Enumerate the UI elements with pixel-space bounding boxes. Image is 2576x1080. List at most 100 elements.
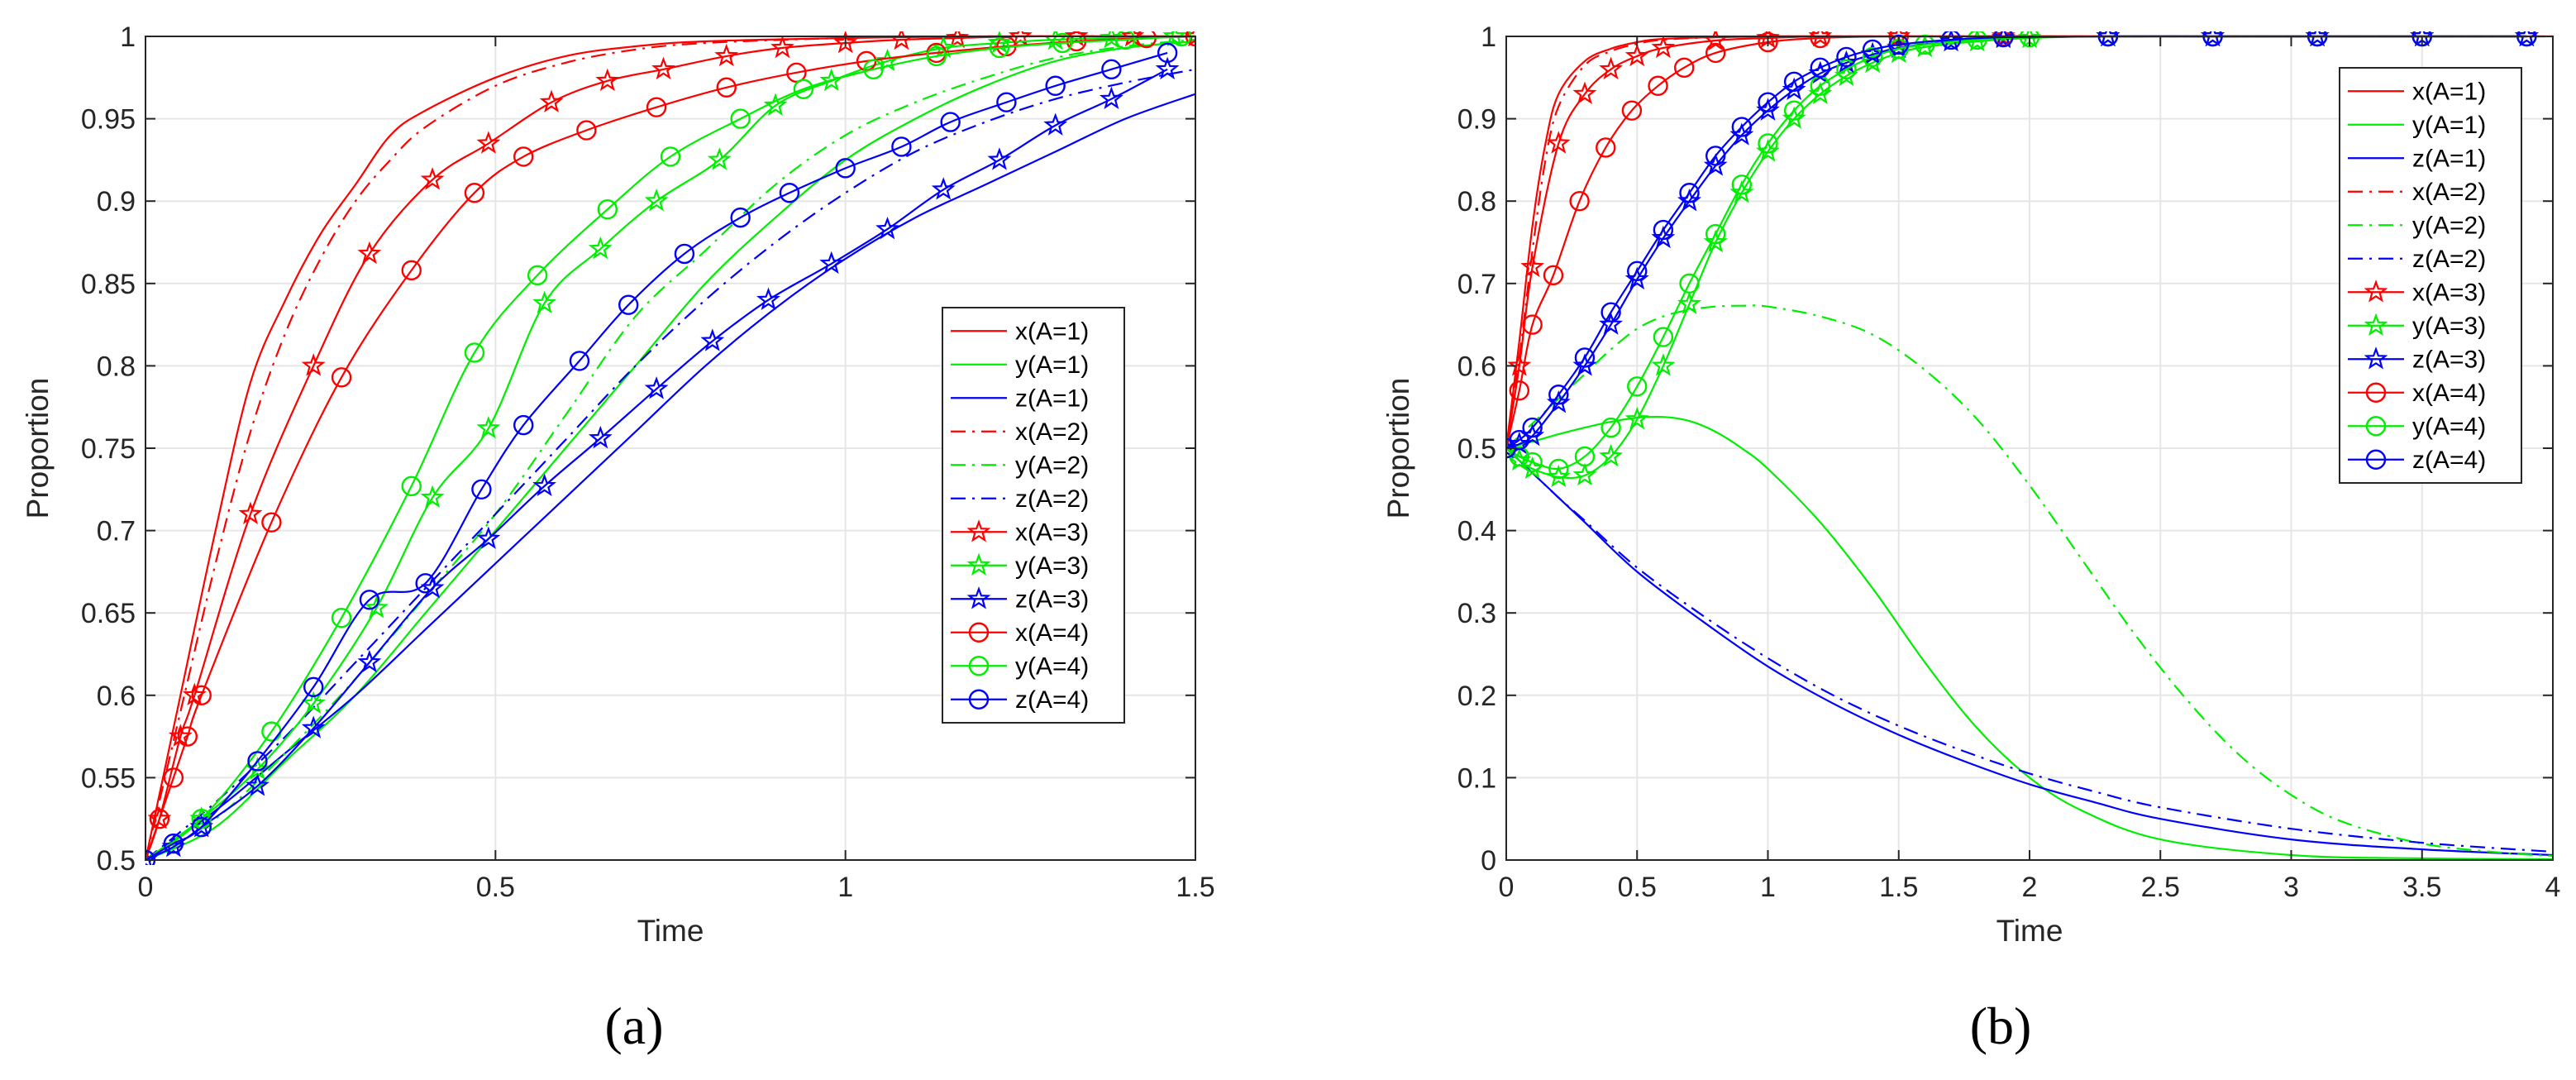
- series-x-a-3-marker: [770, 35, 794, 59]
- series-z-a-4-line: [145, 51, 1168, 861]
- series-y-a-4: [145, 31, 1192, 865]
- series-x-a-4-line: [145, 35, 1195, 861]
- series-x-a-4-marker: [261, 512, 282, 533]
- legend-label: z(A=1): [2412, 145, 2486, 172]
- series-x-a-4-marker: [177, 726, 198, 747]
- series-y-a-4-line: [145, 35, 1182, 861]
- series-z-a-4-marker: [891, 136, 912, 157]
- series-x-a-4-marker: [1569, 190, 1590, 212]
- legend-label: y(A=2): [2412, 212, 2486, 239]
- y-tick-label: 1: [120, 22, 136, 53]
- x-tick-label: 1.5: [1879, 872, 1918, 903]
- series-z-a-4-marker: [1653, 219, 1674, 241]
- series-z-a-3-marker: [1939, 31, 1963, 52]
- legend-label: x(A=3): [2412, 279, 2486, 306]
- series-x-a-4-marker: [331, 367, 352, 388]
- series-x-a-4-marker: [513, 146, 534, 167]
- series-x-a-3-marker: [595, 68, 620, 92]
- series-y-a-3-marker: [1599, 443, 1623, 467]
- series-z-a-3-marker: [588, 425, 613, 449]
- legend-label: y(A=3): [1015, 552, 1089, 580]
- legend-box: [2339, 67, 2522, 484]
- series-z-a-4-marker: [1157, 42, 1178, 64]
- series-z-a-3-marker: [700, 328, 725, 351]
- legend-item: y(A=1): [2348, 112, 2486, 139]
- series-y-a-2-line: [145, 38, 1195, 861]
- series-y-a-4-marker: [401, 475, 422, 497]
- series-x-a-4-marker: [163, 767, 184, 788]
- chart-panel-b: 0 0.5 1 1.5 2 2.5 3 3.5 4 0 0.1 0.2 0.3 0.4 0.5 0.6 0.7 0…: [1381, 22, 2560, 1055]
- legend-label: y(A=4): [2412, 413, 2486, 440]
- series-z-a-4-marker: [1731, 117, 1753, 137]
- series-y-a-4-marker: [1967, 31, 1987, 50]
- series-z-a-4-marker: [1574, 347, 1596, 368]
- series-z-a-4-marker: [1783, 71, 1805, 92]
- series-y-a-4-marker: [597, 198, 618, 220]
- series-z-a-4-marker: [1679, 183, 1700, 203]
- legend-label: y(A=2): [1015, 452, 1089, 479]
- series-y-a-4-marker: [863, 59, 884, 80]
- series-y-a-1: [1506, 415, 2553, 861]
- y-tick-label: 0.9: [1457, 104, 1496, 136]
- series-z-a-4-marker: [471, 479, 492, 499]
- series-z-a-4-marker: [163, 833, 184, 854]
- series-y-a-4-marker: [1574, 446, 1596, 467]
- series-z-a-3-marker: [644, 376, 669, 399]
- series-y-a-2: [145, 38, 1195, 861]
- legend-label: z(A=2): [1015, 485, 1089, 513]
- legend-item: z(A=1): [2348, 145, 2486, 172]
- series-x-a-3-marker: [539, 89, 564, 112]
- series-z-a-4-marker: [359, 590, 380, 610]
- series-x-a-3: [145, 31, 1195, 865]
- series-y-a-4-marker: [1679, 273, 1700, 294]
- y-tick-label: 0.5: [97, 845, 136, 877]
- series-y-a-3-marker: [476, 415, 501, 439]
- series-z-a-3-line: [145, 68, 1168, 861]
- series-z-a-4-marker: [730, 207, 751, 228]
- y-tick-label: 0: [1481, 845, 1496, 877]
- series-z-a-3-marker: [1599, 312, 1624, 335]
- series-x-a-3-marker: [1651, 35, 1676, 59]
- x-tick-label: 0.5: [476, 872, 515, 903]
- series-z-a-3-marker: [819, 251, 844, 275]
- y-tick-label: 0.85: [81, 269, 136, 300]
- y-tick-label: 0.65: [81, 598, 136, 629]
- legend-marker: [966, 519, 991, 542]
- legend-marker: [2365, 416, 2387, 437]
- series-y-a-1: [145, 40, 1195, 861]
- series-z-a-4-marker: [1045, 75, 1066, 96]
- series-x-a-3-marker: [238, 501, 263, 524]
- y-tick-label: 1: [1481, 22, 1496, 53]
- legend-marker: [966, 552, 991, 576]
- series-z-a-4-marker: [415, 573, 436, 594]
- series-y-a-3-marker: [420, 485, 445, 509]
- series-x-a-4-marker: [1810, 31, 1830, 49]
- series-y-a-4-marker: [926, 45, 947, 67]
- series-y-a-4-marker: [1783, 100, 1805, 121]
- series-y-a-4-marker: [1915, 34, 1935, 55]
- series-z-a-4-marker: [513, 414, 534, 436]
- series-z-a-1: [1506, 447, 2553, 857]
- series-z-a-4-marker: [674, 243, 695, 265]
- series-z-a-2-line: [145, 68, 1195, 861]
- series-y-a-3-marker: [644, 189, 669, 212]
- series-z-a-4-marker: [779, 183, 800, 203]
- series-y-a-3-marker: [532, 290, 557, 313]
- legend-item: x(A=1): [2348, 78, 2486, 105]
- x-axis-label: Time: [637, 914, 704, 948]
- legend-item: x(A=2): [2348, 179, 2486, 206]
- series-y-a-4-marker: [1836, 59, 1857, 80]
- series-y-a-4-marker: [1115, 31, 1136, 50]
- series-y-a-4-marker: [1600, 417, 1621, 438]
- series-z-a-3-marker: [246, 773, 270, 796]
- series-y-a-4-marker: [464, 342, 485, 363]
- series-y-a-4-marker: [1522, 452, 1543, 473]
- legend-marker: [968, 656, 990, 676]
- series-z-a-3-marker: [532, 473, 556, 497]
- y-tick-label: 0.6: [1457, 351, 1496, 382]
- series-y-a-3-marker: [1624, 406, 1649, 430]
- series-y-a-4-marker: [1758, 133, 1778, 154]
- series-x-a-4-marker: [1674, 57, 1695, 79]
- y-tick-label: 0.4: [1457, 516, 1496, 547]
